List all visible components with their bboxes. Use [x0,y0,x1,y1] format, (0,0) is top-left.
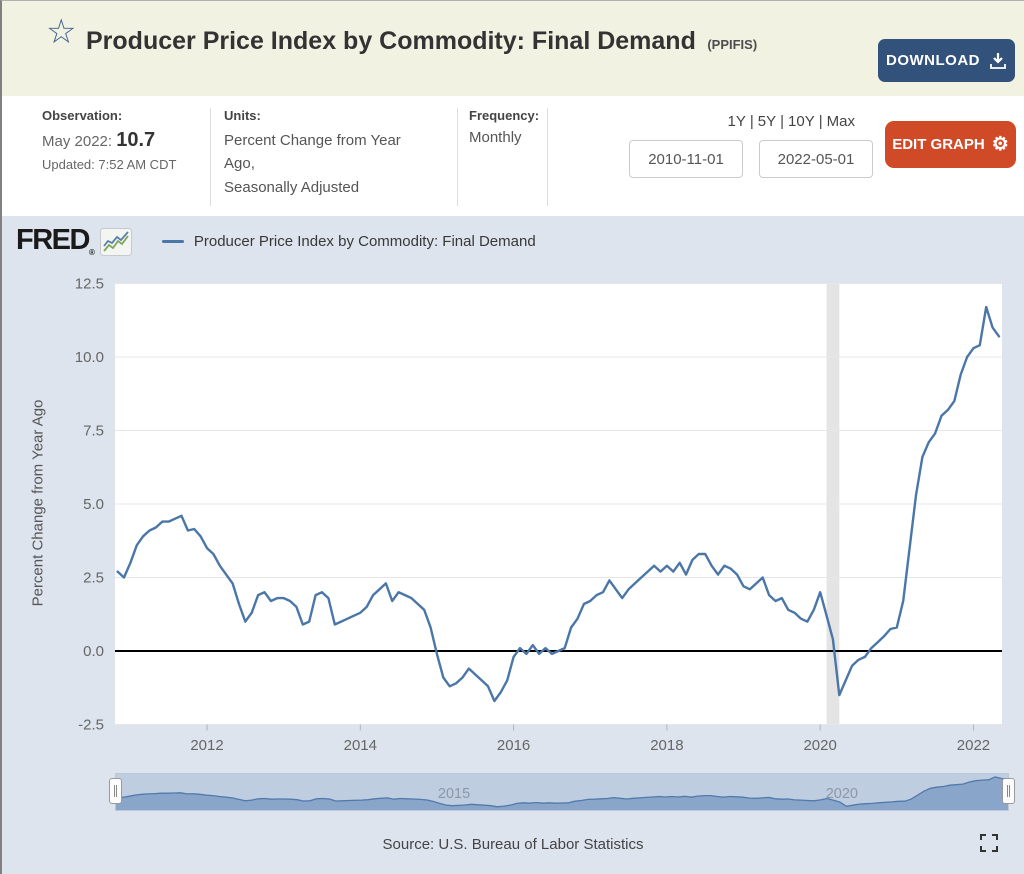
selector-year-label: 2020 [826,786,858,802]
divider [457,108,458,206]
range-separator: | [780,113,785,130]
fred-chart-icon [99,227,132,256]
page-title: Producer Price Index by Commodity: Final… [86,27,696,55]
zoom-range-links: 1Y | 5Y | 10Y | Max [602,113,855,130]
source-text: Source: U.S. Bureau of Labor Statistics [382,836,644,853]
observation-value: 10.7 [116,129,156,151]
range-link-10y[interactable]: 10Y [788,113,815,130]
brand-bar: FRED® Producer Price Index by Commodity:… [16,226,536,257]
mini-line [115,776,1009,808]
range-link-5y[interactable]: 5Y [757,113,777,130]
main-chart-svg[interactable]: 2012 2014 2016 2018 2020 2022 12.5 10.0 7.5 5.0 2.… [2,261,1024,766]
edit-graph-button[interactable]: EDIT GRAPH ⚙ [885,121,1016,168]
units-block: Units: Percent Change from Year Ago, Sea… [224,108,419,199]
range-selector-bar[interactable]: 2015 2020 [109,773,1015,811]
download-button[interactable]: DOWNLOAD [878,39,1015,82]
y-tick-label: 10.0 [75,349,104,366]
range-separator: | [818,113,823,130]
frequency-value: Monthly [469,129,522,146]
download-icon [990,53,1006,69]
data-line[interactable] [116,305,1001,703]
x-tick-label: 2022 [957,737,990,754]
divider [547,108,548,206]
selector-left-handle[interactable] [109,778,122,804]
units-line1: Percent Change from Year Ago, [224,132,401,173]
units-label: Units: [224,108,261,123]
chart-section: FRED® Producer Price Index by Commodity:… [2,216,1024,874]
fullscreen-icon[interactable] [980,834,998,852]
fred-logo[interactable]: FRED® [16,224,95,257]
gear-icon: ⚙ [991,134,1009,155]
x-tick-label: 2014 [344,737,377,754]
observation-label: Observation: [42,108,123,123]
selector-year-label: 2015 [438,786,470,802]
registered-mark: ® [88,248,95,257]
legend-label: Producer Price Index by Commodity: Final… [193,233,536,250]
range-link-1y[interactable]: 1Y [727,113,746,130]
series-ticker: (PPIFIS) [707,37,758,52]
selector-right-handle[interactable] [1002,778,1015,804]
observation-date: May 2022: [42,133,117,150]
x-tick-label: 2020 [803,737,836,754]
start-date-input[interactable] [629,140,743,178]
x-tick-label: 2016 [497,737,530,754]
selected-range-mask [116,774,1008,810]
mini-area [116,776,1008,810]
y-tick-label: 0.0 [83,643,104,660]
x-tick-label: 2018 [650,737,683,754]
observation-block: Observation: May 2022: 10.7 Updated: 7:5… [42,108,176,172]
observation-updated: Updated: 7:52 AM CDT [42,157,177,172]
divider [210,108,211,206]
range-link-max[interactable]: Max [826,113,855,130]
y-tick-label: 5.0 [83,496,104,513]
y-tick-label: 2.5 [83,570,104,587]
range-selector-svg: 2015 2020 [115,774,1009,810]
series-legend: Producer Price Index by Commodity: Final… [161,233,536,250]
legend-line-swatch [161,240,184,243]
y-tick-label: 7.5 [83,423,104,440]
x-tick-label: 2012 [190,737,223,754]
range-separator: | [749,113,754,130]
frequency-block: Frequency: Monthly [469,108,539,146]
info-bar: Observation: May 2022: 10.7 Updated: 7:5… [2,96,1024,216]
y-tick-label: -2.5 [78,717,104,734]
page-header: ☆ Producer Price Index by Commodity: Fin… [2,1,1024,96]
y-axis-title: Percent Change from Year Ago [29,399,47,607]
end-date-input[interactable] [759,140,873,178]
frequency-label: Frequency: [469,108,540,123]
y-tick-label: 12.5 [75,276,104,293]
favorite-star-icon[interactable]: ☆ [46,13,77,51]
units-line2: Seasonally Adjusted [224,178,360,196]
title-row: Producer Price Index by Commodity: Final… [86,27,757,56]
download-button-label: DOWNLOAD [886,52,980,69]
edit-graph-label: EDIT GRAPH [892,136,985,153]
